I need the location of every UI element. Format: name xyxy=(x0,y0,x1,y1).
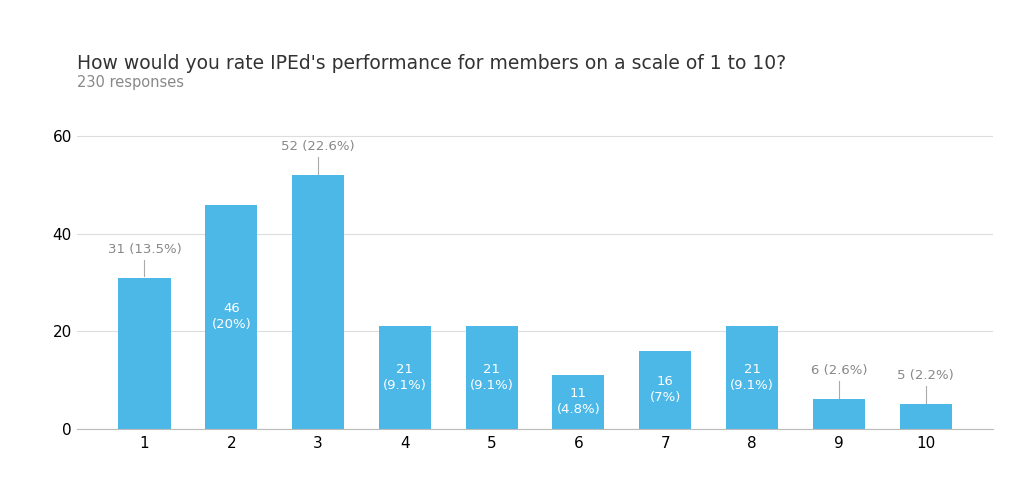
Bar xyxy=(205,205,257,429)
Bar xyxy=(119,278,171,429)
Text: 21
(9.1%): 21 (9.1%) xyxy=(730,363,774,392)
Bar xyxy=(552,375,604,429)
Text: 31 (13.5%): 31 (13.5%) xyxy=(108,243,181,256)
Text: 11
(4.8%): 11 (4.8%) xyxy=(557,387,600,416)
Text: 52 (22.6%): 52 (22.6%) xyxy=(282,140,355,153)
Text: 21
(9.1%): 21 (9.1%) xyxy=(383,363,427,392)
Bar xyxy=(813,399,865,429)
Bar xyxy=(466,326,518,429)
Bar xyxy=(379,326,431,429)
Text: 230 responses: 230 responses xyxy=(77,75,183,91)
Text: How would you rate IPEd's performance for members on a scale of 1 to 10?: How would you rate IPEd's performance fo… xyxy=(77,54,786,73)
Text: 6 (2.6%): 6 (2.6%) xyxy=(811,364,867,377)
Text: 16
(7%): 16 (7%) xyxy=(649,375,681,404)
Text: 21
(9.1%): 21 (9.1%) xyxy=(470,363,514,392)
Bar xyxy=(639,351,691,429)
Bar xyxy=(899,404,951,429)
Text: 46
(20%): 46 (20%) xyxy=(211,302,251,331)
Bar xyxy=(726,326,778,429)
Bar xyxy=(292,175,344,429)
Text: 5 (2.2%): 5 (2.2%) xyxy=(897,369,954,382)
